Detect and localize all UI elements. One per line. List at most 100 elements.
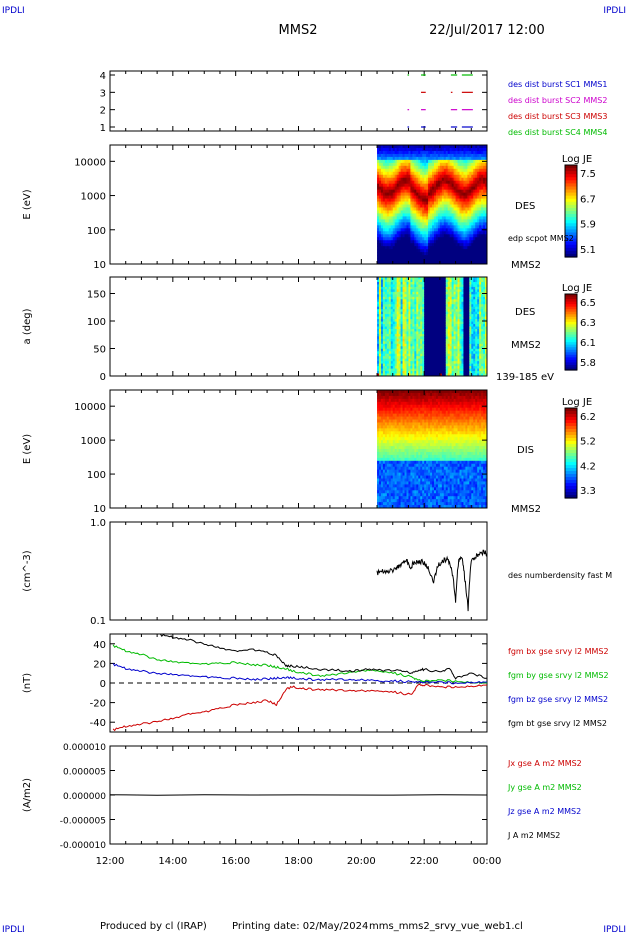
spectrogram-cell [382,186,386,191]
spectrogram-cell [443,195,447,200]
spectrogram-cell [384,304,388,308]
spectrogram-cell [439,351,443,355]
spectrogram-cell [467,198,470,203]
spectrogram-cell [382,428,386,432]
spectrogram-cell [473,291,476,295]
spectrogram-cell [475,237,478,241]
spectrogram-cell [390,219,394,223]
spectrogram-cell [390,180,394,185]
spectrogram-cell [439,237,443,241]
spectrogram-cell [402,210,406,214]
spectrogram-cell [394,356,398,360]
spectrogram-cell [455,358,459,362]
spectrogram-cell [392,328,396,332]
spectrogram-cell [422,258,425,262]
spectrogram-cell [394,299,398,303]
spectrogram-cell [471,366,474,370]
spectrogram-cell [410,201,413,205]
spectrogram-cell [443,183,447,188]
colorbar-swatch [565,301,577,305]
spectrogram-cell [402,216,406,220]
spectrogram-cell [441,216,445,220]
spectrogram-cell [461,243,464,247]
spectrogram-cell [379,249,382,253]
spectrogram-cell [433,304,437,308]
spectrogram-cell [477,324,480,327]
spectrogram-cell [441,281,445,285]
spectrogram-cell [477,314,480,318]
spectrogram-cell [473,366,476,370]
spectrogram-cell [416,231,419,235]
spectrogram-cell [432,180,435,185]
spectrogram-cell [394,210,398,214]
spectrogram-cell [414,198,417,203]
colorbar-swatch [565,329,577,333]
spectrogram-cell [432,210,435,214]
spectrogram-cell [377,216,380,220]
spectrogram-cell [467,311,470,315]
spectrogram-cell [467,289,470,293]
spectrogram-cell [453,326,457,330]
spectrogram-cell [408,281,411,285]
spectrogram-cell [465,343,468,347]
spectrogram-cell [479,156,482,161]
spectrogram-cell [394,361,398,365]
spectrogram-cell [388,246,392,250]
spectrogram-cell [457,234,461,238]
spectrogram-cell [457,277,461,280]
spectrogram-cell [459,363,462,367]
spectrogram-cell [473,171,476,176]
spectrogram-cell [379,469,382,474]
spectrogram-cell [380,490,384,494]
spectrogram-cell [414,284,417,288]
spectrogram-cell [475,147,478,152]
spectrogram-cell [390,255,394,259]
spectrogram-cell [428,353,431,357]
spectrogram-cell [483,289,486,293]
spectrogram-cell [386,291,390,295]
spectrogram-cell [469,289,472,293]
spectrogram-cell [481,153,484,158]
spectrogram-cell [453,192,457,197]
spectrogram-cell [382,219,386,223]
spectrogram-cell [465,286,468,290]
spectrogram-cell [459,294,462,298]
spectrogram-cell [386,368,390,372]
spectrogram-cell [408,150,411,155]
spectrogram-cell [443,326,447,330]
spectrogram-cell [465,156,468,161]
spectrogram-cell [398,243,402,247]
spectrogram-cell [414,368,417,372]
spectrogram-cell [430,284,433,288]
spectrogram-cell [400,366,404,370]
spectrogram-cell [465,361,468,365]
spectrogram-cell [447,286,451,290]
spectrogram-cell [424,204,427,208]
spectrogram-cell [437,255,441,259]
spectrogram-cell [477,371,480,375]
spectrogram-cell [463,366,466,370]
spectrogram-cell [379,231,382,235]
spectrogram-cell [418,234,421,238]
spectrogram-cell [437,165,441,170]
spectrogram-cell [461,326,464,330]
spectrogram-cell [380,431,384,435]
spectrogram-cell [414,168,417,173]
spectrogram-cell [445,192,449,197]
spectrogram-cell [471,198,474,203]
spectrogram-cell [384,246,388,250]
spectrogram-cell [426,311,429,315]
spectrogram-cell [449,277,453,280]
spectrogram-cell [469,353,472,357]
spectrogram-cell [473,186,476,191]
spectrogram-cell [461,294,464,298]
spectrogram-cell [379,466,382,471]
spectrogram-cell [404,294,407,298]
spectrogram-cell [459,309,462,313]
spectrogram-cell [467,228,470,232]
spectrogram-cell [443,353,447,357]
spectrogram-cell [412,363,415,367]
spectrogram-cell [455,333,459,337]
spectrogram-cell [379,207,382,211]
spectrogram-cell [483,366,486,370]
